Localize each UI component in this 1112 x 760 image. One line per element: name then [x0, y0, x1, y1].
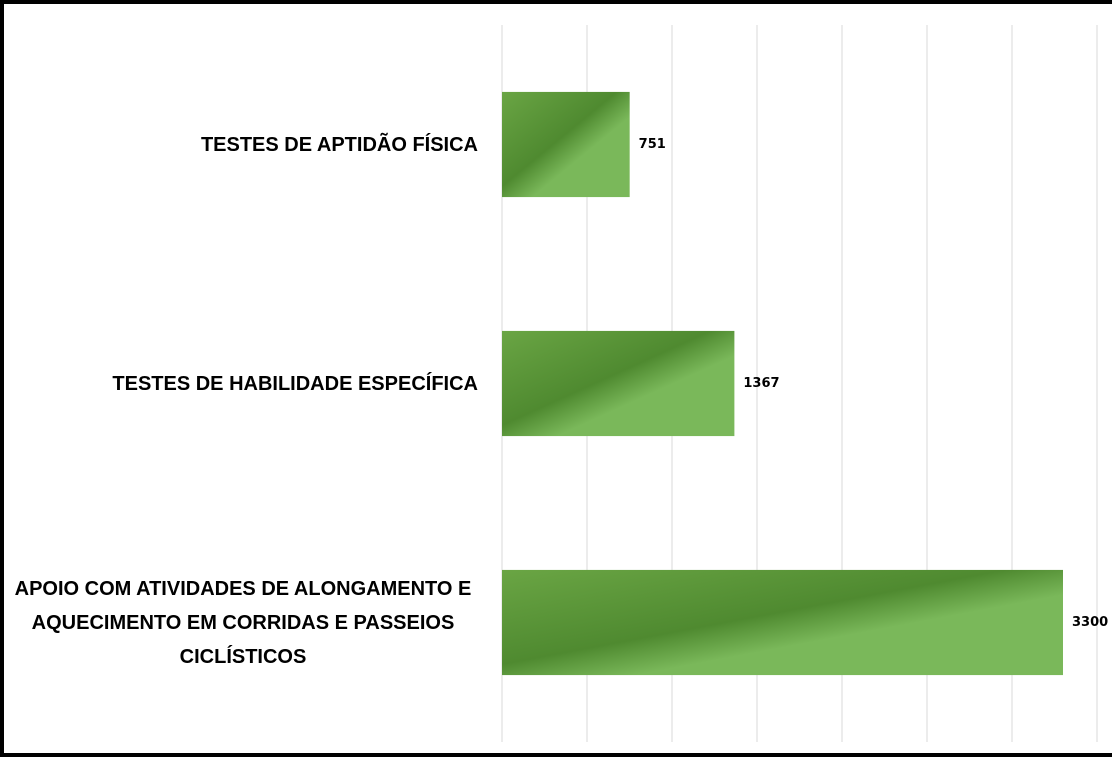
value-label: 751 — [639, 137, 666, 152]
category-label-box: TESTES DE HABILIDADE ESPECÍFICA — [112, 367, 478, 401]
bar — [502, 91, 630, 198]
category-label: TESTES DE HABILIDADE ESPECÍFICA — [112, 372, 478, 395]
category-label: TESTES DE APTIDÃO FÍSICA — [200, 133, 478, 156]
value-label: 3300 — [1072, 615, 1108, 630]
category-label: APOIO COM ATIVIDADES DE ALONGAMENTO E AQ… — [14, 577, 472, 668]
bar — [502, 330, 735, 437]
bar — [502, 569, 1063, 676]
value-label: 1367 — [743, 376, 779, 391]
category-label-box: TESTES DE APTIDÃO FÍSICA — [201, 128, 478, 162]
category-label-box: APOIO COM ATIVIDADES DE ALONGAMENTO E AQ… — [8, 572, 478, 674]
